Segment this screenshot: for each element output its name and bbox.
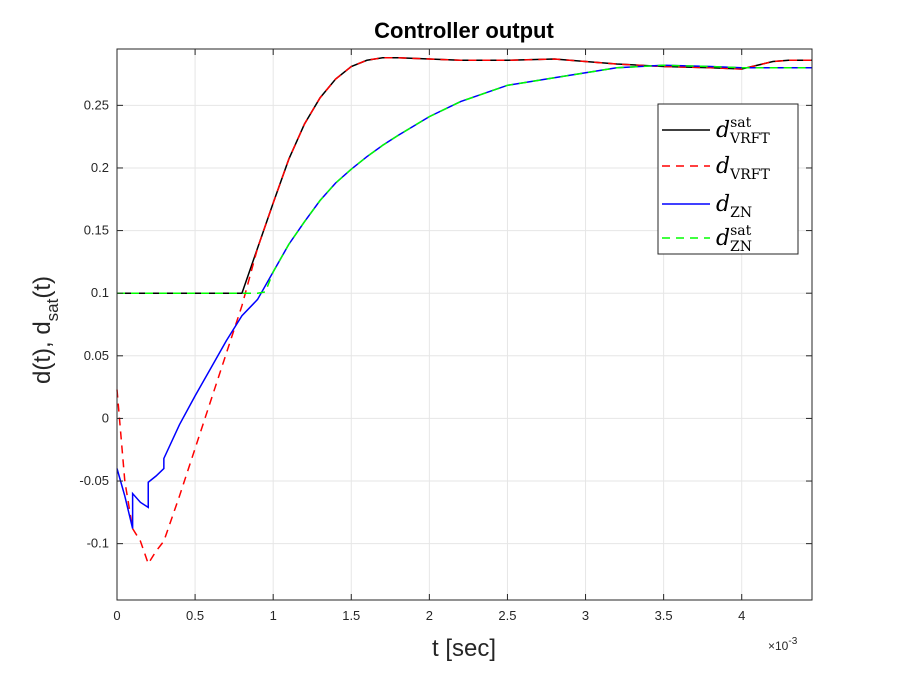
ticks (116, 49, 812, 600)
legend-box (657, 103, 799, 255)
legend-entry: dsat ZN (716, 223, 752, 255)
x-tick-label: 2 (426, 608, 433, 623)
y-tick-labels: -0.1 -0.05 0 0.05 0.1 0.15 0.2 0.25 (79, 97, 109, 550)
y-tick-label: 0.05 (84, 348, 109, 363)
plot-frame (116, 48, 813, 601)
series-line-d-zn-sat (117, 64, 812, 294)
y-tick-label: 0.25 (84, 97, 109, 112)
x-tick-labels: 0 0.5 1 1.5 2 2.5 3 3.5 4 (113, 608, 745, 623)
legend-entry: dZN (716, 192, 752, 221)
chart-title: Controller output (374, 18, 554, 43)
x-tick-label: 0 (113, 608, 120, 623)
y-tick-label: -0.1 (87, 536, 109, 551)
x-tick-label: 0.5 (186, 608, 204, 623)
y-tick-label: 0.2 (91, 160, 109, 175)
x-tick-label: 1.5 (342, 608, 360, 623)
y-tick-label: 0 (102, 410, 109, 425)
x-axis-label: t [sec] (432, 635, 496, 662)
grid (116, 49, 812, 600)
series-layer (116, 57, 812, 566)
y-tick-label: -0.05 (79, 473, 109, 488)
series-line-d-vrft (116, 57, 812, 566)
legend-entry: dsat VRFT (716, 115, 770, 147)
x-tick-label: 3.5 (655, 608, 673, 623)
legend-entry: dVRFT (716, 154, 770, 183)
x-exponent-label: ×10-3 (768, 636, 798, 653)
x-tick-label: 2.5 (498, 608, 516, 623)
y-axis-label: d(t), dsat(t) (29, 276, 62, 384)
y-tick-label: 0.1 (91, 285, 109, 300)
x-tick-label: 4 (738, 608, 745, 623)
x-tick-label: 3 (582, 608, 589, 623)
y-tick-label: 0.15 (84, 223, 109, 238)
x-tick-label: 1 (270, 608, 277, 623)
